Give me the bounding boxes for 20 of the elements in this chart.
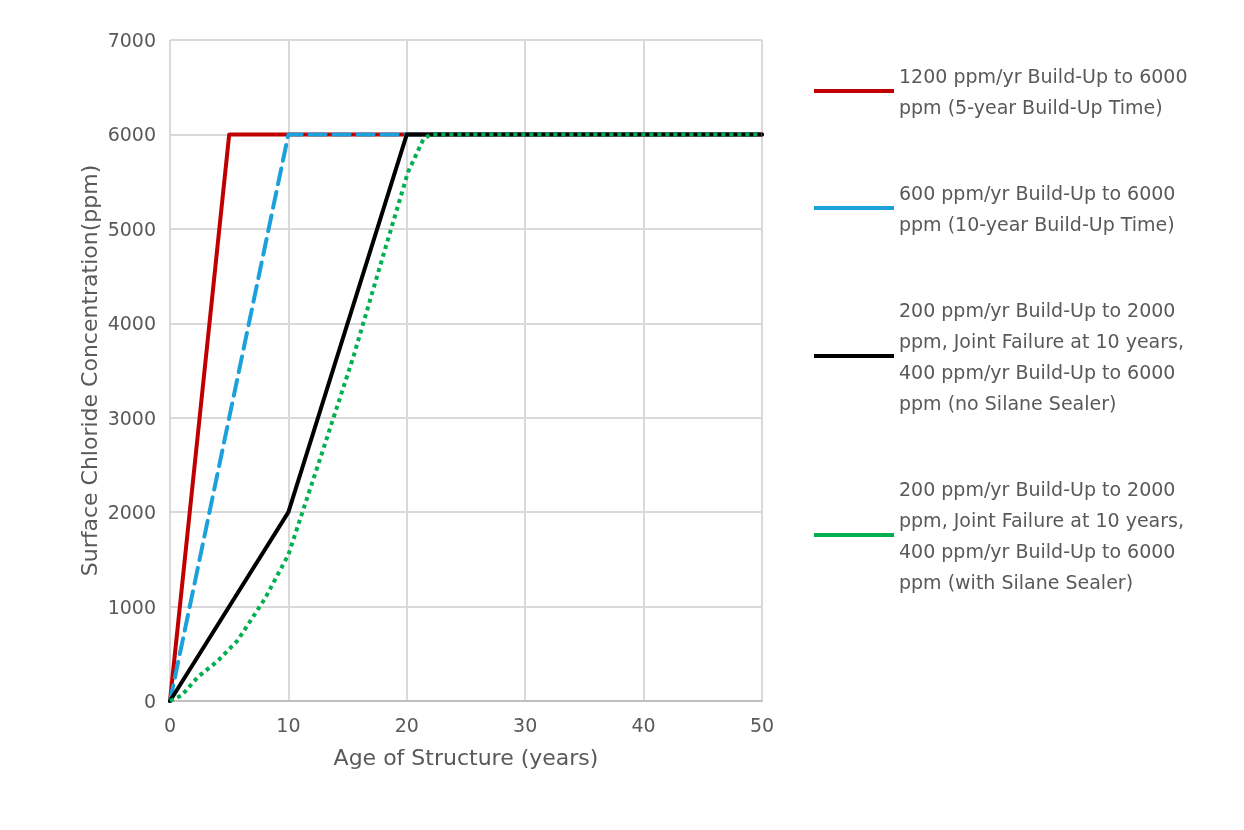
y-tick-label: 2000 xyxy=(107,501,156,524)
y-tick-label: 7000 xyxy=(107,29,156,51)
y-tick-label: 4000 xyxy=(107,312,156,335)
x-tick-label: 50 xyxy=(749,713,775,736)
y-tick-label: 3000 xyxy=(107,406,156,429)
y-tick-label: 6000 xyxy=(107,123,156,146)
x-tick-label: 0 xyxy=(163,713,177,736)
y-axis-title: Surface Chloride Concentration(ppm) xyxy=(76,164,102,577)
legend-label: 200 ppm/yr Build-Up to 2000 ppm, Joint Failure at 10 years, 400 ppm/yr Build-Up to 6000 ppm (with Silane Sealer) xyxy=(899,477,1191,593)
x-tick-label: 20 xyxy=(394,713,419,736)
y-tick-label: 0 xyxy=(143,690,156,712)
y-tick-label: 5000 xyxy=(107,217,156,240)
x-axis-title: Age of Structure (years) xyxy=(333,744,599,770)
x-tick-label: 30 xyxy=(513,713,538,736)
x-tick-label: 10 xyxy=(276,713,301,736)
y-tick-label: 1000 xyxy=(107,595,156,618)
legend-label: 200 ppm/yr Build-Up to 2000 ppm, Joint Failure at 10 years, 400 ppm/yr Build-Up to 6000 ppm (no Silane Sealer) xyxy=(899,298,1191,414)
x-tick-label: 40 xyxy=(631,713,656,736)
legend-label: 600 ppm/yr Build-Up to 6000 ppm (10-year Build-Up Time) xyxy=(899,181,1182,235)
legend-label: 1200 ppm/yr Build-Up to 6000 ppm (5-year Build-Up Time) xyxy=(899,64,1194,118)
